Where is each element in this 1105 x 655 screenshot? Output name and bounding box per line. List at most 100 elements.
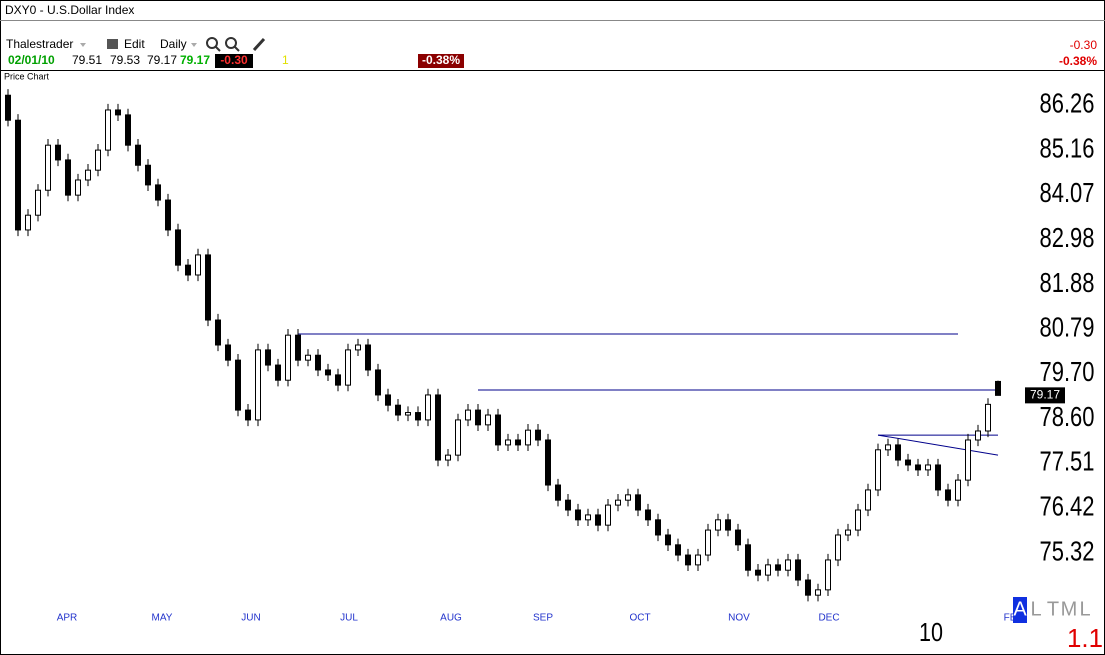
- candle-body: [35, 189, 41, 216]
- candle-body: [235, 359, 241, 411]
- candle-body: [625, 494, 631, 501]
- edit-button[interactable]: Edit: [124, 37, 145, 51]
- candle-body: [545, 439, 551, 486]
- candle-body: [535, 429, 541, 441]
- dropdown-arrow[interactable]: [80, 43, 86, 47]
- candle-body: [85, 169, 91, 181]
- candle-body: [705, 529, 711, 556]
- candle-body: [965, 439, 971, 481]
- change-value: -0.30: [220, 53, 248, 67]
- change-pct-right: -0.38%: [1059, 54, 1097, 68]
- candle-body: [915, 464, 921, 471]
- candle-body: [695, 554, 701, 566]
- candle-body: [75, 179, 81, 196]
- last-price-box: [1025, 387, 1065, 404]
- x-tick-label: DEC: [818, 613, 839, 624]
- x-tick-label: MAY: [152, 613, 173, 624]
- candle-body: [735, 529, 741, 546]
- candle-body: [115, 109, 121, 116]
- candle-body: [185, 264, 191, 276]
- y-tick-label: 80.79: [1040, 311, 1095, 342]
- candle-body: [715, 519, 721, 531]
- draw-tool[interactable]: [252, 37, 266, 52]
- status-letter: T: [1047, 598, 1059, 620]
- symbol-title: DXY0 - U.S.Dollar Index: [5, 3, 134, 17]
- candle-body: [945, 489, 951, 501]
- candle-body: [5, 94, 11, 121]
- candle-body: [685, 554, 691, 566]
- candle-body: [245, 409, 251, 421]
- x-tick-label: AUG: [440, 613, 462, 624]
- y-tick-label: 86.26: [1040, 87, 1095, 118]
- candle-body: [395, 404, 401, 416]
- y-tick-label: 84.07: [1040, 177, 1095, 208]
- zoom-level: 1.1: [1067, 623, 1103, 653]
- candle-body: [255, 349, 261, 421]
- user-menu[interactable]: Thalestrader: [6, 37, 73, 51]
- y-tick-label: 79.70: [1040, 356, 1095, 387]
- candle-body: [985, 403, 991, 432]
- status-letter: M: [1061, 598, 1078, 620]
- edit-icon[interactable]: [107, 39, 118, 49]
- candle-body: [275, 364, 281, 381]
- candle-body: [565, 499, 571, 511]
- period-menu[interactable]: Daily: [160, 37, 187, 51]
- x-tick-label: APR: [57, 613, 78, 624]
- candle-body: [765, 564, 771, 576]
- change-pct-value: -0.38%: [422, 53, 460, 67]
- zoom-in[interactable]: [206, 37, 221, 52]
- candle-body: [635, 494, 641, 511]
- candle-body: [175, 229, 181, 266]
- candle-body: [445, 454, 451, 461]
- candle-body: [125, 114, 131, 146]
- candle-body: [195, 254, 201, 276]
- candle-body: [425, 394, 431, 421]
- change-pct-box: [418, 54, 464, 68]
- candle-body: [55, 144, 61, 161]
- candle-body: [785, 559, 791, 571]
- candle-body: [575, 509, 581, 521]
- candle-body: [745, 544, 751, 571]
- candle-body: [405, 412, 411, 416]
- candle-body: [885, 444, 891, 451]
- candle-body: [315, 354, 321, 371]
- low-value: 79.17: [147, 53, 177, 67]
- y-tick-label: 76.42: [1040, 490, 1095, 521]
- candle-body: [815, 589, 821, 596]
- candle-body: [155, 184, 161, 201]
- candle-body: [845, 529, 851, 536]
- candle-body: [615, 499, 621, 506]
- y-tick-label: 85.16: [1040, 132, 1095, 163]
- x-tick-label: JUL: [340, 613, 358, 624]
- candle-body: [515, 439, 521, 446]
- candle-body: [825, 559, 831, 591]
- status-letter: L: [1079, 598, 1090, 620]
- change-box: [215, 54, 253, 68]
- candle-body: [215, 319, 221, 346]
- candle-body: [25, 214, 31, 231]
- change-right: -0.30: [1070, 38, 1098, 52]
- candle-body: [325, 369, 331, 376]
- candle-body: [365, 344, 371, 371]
- candle-body: [975, 430, 981, 441]
- candle-body: [375, 369, 381, 396]
- candle-body: [15, 119, 21, 231]
- candle-body: [505, 439, 511, 446]
- candle-body: [265, 349, 271, 366]
- dropdown-arrow[interactable]: [191, 43, 197, 47]
- candle-body: [345, 349, 351, 386]
- candle-body: [435, 394, 441, 461]
- y-tick-label: 77.51: [1040, 446, 1095, 477]
- candle-body: [865, 489, 871, 511]
- count-value: 1: [282, 53, 289, 67]
- zoom-out[interactable]: [225, 37, 240, 52]
- open-value: 79.51: [72, 53, 102, 67]
- status-letter: A: [1013, 598, 1027, 620]
- candle-body: [495, 414, 501, 446]
- status-box: [1013, 597, 1027, 623]
- candle-body: [555, 484, 561, 501]
- candle-body: [485, 414, 491, 426]
- y-tick-label: 75.32: [1040, 535, 1095, 566]
